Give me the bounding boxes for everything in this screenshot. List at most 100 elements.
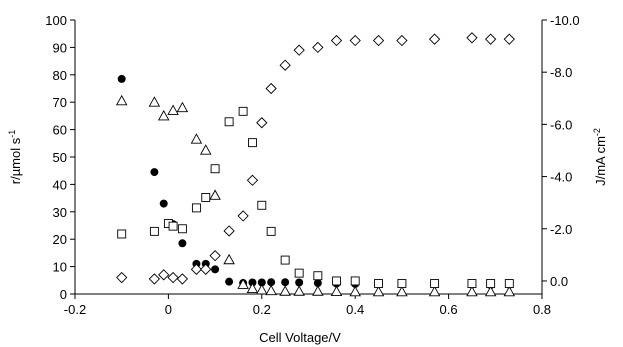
data-point-filled-circle	[295, 278, 304, 287]
data-point-filled-circle	[211, 265, 220, 274]
data-point-open-triangle	[484, 285, 497, 297]
data-point-open-triangle	[223, 253, 235, 265]
y-right-tick-label: -6.0	[550, 117, 572, 132]
data-point-open-triangle	[293, 285, 305, 296]
y-axis-left-label-main: r/µmol s	[8, 137, 23, 184]
data-point-open-square	[332, 276, 341, 286]
data-point-open-square	[374, 279, 383, 289]
data-point-open-triangle	[372, 285, 385, 297]
data-point-open-triangle	[330, 285, 343, 296]
y-axis-right-label-main: J/mA cm	[593, 136, 608, 186]
y-axis-right-label: J/mA cm-2	[592, 128, 608, 186]
data-point-open-triangle	[237, 278, 249, 289]
data-point-open-square	[117, 229, 127, 239]
y-left-tick-label: 80	[53, 68, 67, 83]
y-right-tick-label: -2.0	[550, 222, 572, 237]
series-filled-circle	[117, 74, 514, 290]
data-point-open-square	[266, 226, 276, 236]
x-tick-label: -0.2	[64, 302, 86, 317]
x-axis-label: Cell Voltage/V	[259, 330, 341, 345]
data-point-open-diamond	[158, 269, 170, 281]
x-tick-label: 0	[165, 302, 172, 317]
data-point-filled-circle	[159, 199, 168, 208]
data-point-open-square	[486, 279, 496, 289]
y-left-tick-label: 30	[53, 205, 67, 220]
data-point-open-triangle	[312, 285, 324, 296]
data-point-open-triangle	[199, 144, 212, 155]
y-left-tick-label: 10	[53, 260, 67, 275]
data-point-filled-circle	[178, 239, 187, 248]
data-marks	[115, 32, 516, 297]
data-point-open-triangle	[176, 101, 189, 113]
y-left-tick-label: 100	[45, 13, 67, 28]
data-point-open-triangle	[428, 285, 441, 297]
data-point-open-diamond	[167, 271, 179, 284]
axes	[74, 20, 543, 295]
data-point-open-diamond	[372, 34, 385, 47]
data-point-open-diamond	[484, 33, 497, 45]
x-tick-label: 0.2	[253, 302, 271, 317]
series-open-diamond	[116, 32, 515, 285]
data-point-open-diamond	[312, 41, 324, 54]
data-point-open-diamond	[116, 271, 128, 284]
data-point-open-square	[248, 138, 257, 148]
data-point-open-triangle	[190, 133, 203, 144]
data-point-open-diamond	[223, 225, 235, 237]
y-left-tick-label: 60	[53, 123, 67, 138]
data-point-filled-circle	[117, 74, 126, 83]
data-point-open-diamond	[256, 117, 268, 129]
y-right-tick-label: -4.0	[550, 170, 572, 185]
data-point-open-triangle	[396, 285, 408, 297]
data-point-open-square	[504, 279, 514, 289]
data-point-open-square	[191, 203, 201, 213]
data-point-open-triangle	[246, 282, 259, 293]
ticks: -0.2 0 0.2 0.4 0.6 0.801020304050607080901000…	[45, 13, 579, 317]
data-point-open-diamond	[176, 273, 189, 285]
data-point-open-triangle	[148, 96, 161, 107]
data-point-open-triangle	[503, 285, 516, 297]
data-point-open-diamond	[428, 33, 441, 45]
data-point-open-diamond	[200, 263, 212, 275]
data-point-open-triangle	[349, 285, 361, 297]
data-point-open-diamond	[148, 273, 161, 285]
data-point-open-triangle	[167, 104, 179, 115]
y-left-tick-label: 90	[53, 40, 67, 55]
data-point-filled-circle	[150, 168, 159, 177]
y-right-tick-label: -10.0	[550, 13, 580, 28]
data-point-open-square	[238, 106, 248, 116]
data-point-open-square	[177, 224, 187, 234]
data-point-open-triangle	[466, 285, 478, 297]
data-point-open-square	[280, 255, 290, 265]
x-tick-label: 0.8	[533, 302, 551, 317]
data-point-filled-circle	[313, 279, 322, 288]
x-tick-label: 0.6	[440, 302, 458, 317]
y-right-tick-label: -8.0	[550, 65, 572, 80]
data-point-open-square	[350, 276, 360, 286]
data-point-open-square	[210, 164, 220, 174]
data-point-open-diamond	[209, 250, 221, 262]
data-point-open-diamond	[293, 44, 305, 56]
y-left-tick-label: 0	[60, 287, 67, 302]
data-point-open-square	[313, 271, 323, 281]
y-right-tick-label: 0.0	[550, 274, 568, 289]
y-left-tick-label: 20	[53, 232, 67, 247]
data-point-open-square	[201, 192, 211, 202]
data-point-open-diamond	[396, 34, 408, 47]
data-point-open-diamond	[190, 263, 203, 275]
data-point-open-diamond	[330, 34, 343, 47]
data-point-filled-circle	[257, 278, 266, 287]
data-point-open-triangle	[265, 284, 277, 296]
data-point-filled-circle	[281, 278, 290, 287]
data-point-open-diamond	[466, 32, 478, 44]
data-point-open-square	[430, 279, 440, 289]
data-point-open-square	[224, 117, 234, 127]
data-point-open-triangle	[209, 189, 221, 200]
data-point-open-square	[149, 226, 159, 236]
data-point-open-square	[397, 279, 407, 289]
x-tick-label: 0.4	[346, 302, 364, 317]
data-point-open-diamond	[237, 210, 249, 222]
y-left-tick-label: 70	[53, 95, 67, 110]
data-point-open-diamond	[265, 82, 277, 95]
series-open-triangle	[115, 94, 516, 297]
